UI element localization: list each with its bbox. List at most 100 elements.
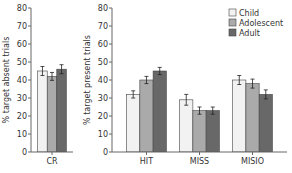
y-tick-label: 60: [17, 40, 27, 49]
y-tick-label: 30: [98, 94, 108, 103]
y-tick-label: 50: [17, 58, 27, 67]
panel: 01020304050607080CR% target absent trial…: [2, 4, 73, 166]
error-line: [61, 65, 62, 74]
error-bar: [50, 72, 54, 80]
legend-swatch: [229, 29, 236, 36]
legend-label: Child: [239, 9, 259, 18]
error-cap: [40, 66, 44, 67]
y-tick-label: 0: [22, 148, 27, 157]
y-axis-line: [31, 8, 32, 152]
bar: [127, 94, 140, 152]
error-line: [52, 72, 53, 80]
page-body: {"chart_data": [ {"type": "bar", "y_labe…: [0, 0, 292, 173]
error-cap: [131, 98, 135, 99]
y-tick-label: 30: [17, 94, 27, 103]
error-cap: [131, 90, 135, 91]
error-cap: [184, 105, 188, 106]
bar: [180, 100, 193, 152]
error-cap: [198, 107, 202, 108]
error-bar: [144, 76, 148, 83]
bar: [206, 111, 219, 152]
bar: [193, 111, 206, 152]
page: Bar chart html, body { margin: 0; paddin…: [0, 0, 292, 173]
bars: [38, 65, 67, 152]
error-cap: [144, 83, 148, 84]
error-cap: [237, 75, 241, 76]
error-cap: [144, 76, 148, 77]
y-tick-label: 20: [98, 112, 108, 121]
bars: [127, 67, 273, 152]
x-tick: [146, 152, 147, 155]
legend-swatch: [229, 9, 236, 16]
y-tick-label: 10: [98, 130, 108, 139]
y-axis-label: % target absent trials: [2, 37, 11, 124]
error-cap: [60, 73, 64, 74]
y-tick-label: 10: [17, 130, 27, 139]
y-tick-label: 50: [98, 58, 108, 67]
bar: [47, 76, 57, 152]
chart-container: 0 10 20 30 40 50 60 70 80 CR % target absent trial…: [0, 0, 292, 173]
bar: [140, 80, 153, 152]
x-tick: [52, 152, 53, 155]
bar: [153, 71, 166, 152]
error-cap: [50, 72, 54, 73]
error-bar: [60, 65, 64, 74]
error-line: [265, 90, 266, 99]
error-cap: [198, 114, 202, 115]
error-line: [133, 91, 134, 98]
error-bar: [184, 94, 188, 105]
y-tick-label: 80: [98, 4, 108, 13]
error-line: [146, 76, 147, 83]
error-bar: [40, 67, 44, 76]
y-tick-label: 70: [17, 22, 27, 31]
error-cap: [251, 79, 255, 80]
bar: [259, 94, 272, 152]
error-bar: [264, 90, 268, 99]
bar: [246, 84, 259, 152]
error-cap: [158, 74, 162, 75]
error-cap: [40, 75, 44, 76]
legend-label: Adult: [239, 29, 260, 38]
x-tick-label: MISS: [190, 157, 209, 166]
error-line: [199, 107, 200, 114]
error-line: [186, 94, 187, 105]
error-line: [252, 79, 253, 88]
panel: 01020304050607080HITMISSMISIO% target pr…: [83, 4, 287, 166]
legend-swatch: [229, 19, 236, 26]
error-cap: [211, 107, 215, 108]
bar: [233, 80, 246, 152]
error-cap: [50, 80, 54, 81]
legend: ChildAdolescentAdult: [229, 9, 283, 38]
x-tick-label: HIT: [140, 157, 153, 166]
x-tick: [252, 152, 253, 155]
error-bar: [158, 67, 162, 74]
error-bar: [131, 91, 135, 98]
y-axis-line: [112, 8, 113, 152]
error-cap: [237, 84, 241, 85]
bar: [57, 69, 67, 152]
y-tick-label: 70: [98, 22, 108, 31]
y-axis-label: % target present trials: [83, 35, 92, 125]
bar: [38, 71, 48, 152]
error-line: [212, 107, 213, 114]
error-line: [42, 67, 43, 76]
x-tick: [199, 152, 200, 155]
x-tick-label: CR: [46, 157, 58, 166]
y-tick-label: 60: [98, 40, 108, 49]
error-bar: [211, 107, 215, 114]
y-tick-label: 40: [17, 76, 27, 85]
y-tick-label: 40: [98, 76, 108, 85]
error-cap: [60, 64, 64, 65]
error-cap: [184, 94, 188, 95]
error-bar: [198, 107, 202, 114]
chart-svg: 0 10 20 30 40 50 60 70 80 CR % target absent trial…: [0, 0, 292, 173]
error-bar: [237, 76, 241, 85]
error-cap: [264, 89, 268, 90]
y-tick-label: 0: [103, 148, 108, 157]
error-cap: [158, 67, 162, 68]
error-cap: [251, 88, 255, 89]
legend-label: Adolescent: [239, 19, 283, 28]
y-tick-label: 80: [17, 4, 27, 13]
error-line: [159, 67, 160, 74]
error-cap: [264, 98, 268, 99]
